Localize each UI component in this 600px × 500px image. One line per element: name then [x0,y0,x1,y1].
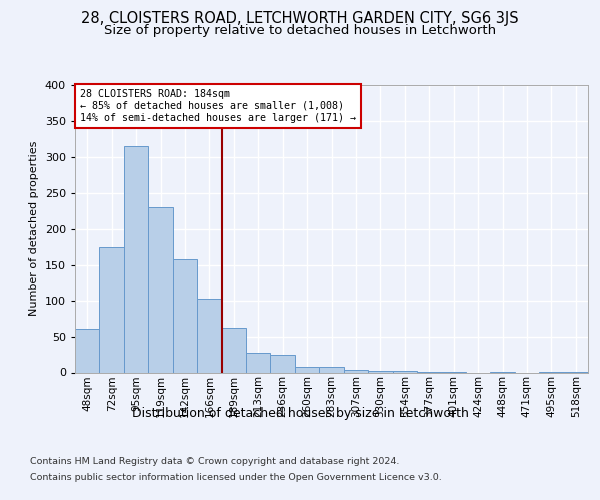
Text: Contains HM Land Registry data © Crown copyright and database right 2024.: Contains HM Land Registry data © Crown c… [30,458,400,466]
Bar [173,259,197,372]
Bar [100,246,124,372]
Bar [392,371,417,372]
Text: Size of property relative to detached houses in Letchworth: Size of property relative to detached ho… [104,24,496,37]
Bar [368,371,392,372]
Bar [319,368,344,372]
Bar [271,354,295,372]
Bar [295,368,319,372]
Bar [221,328,246,372]
Text: 28, CLOISTERS ROAD, LETCHWORTH GARDEN CITY, SG6 3JS: 28, CLOISTERS ROAD, LETCHWORTH GARDEN CI… [81,11,519,26]
Text: 28 CLOISTERS ROAD: 184sqm
← 85% of detached houses are smaller (1,008)
14% of se: 28 CLOISTERS ROAD: 184sqm ← 85% of detac… [80,90,356,122]
Bar [246,353,271,372]
Y-axis label: Number of detached properties: Number of detached properties [29,141,39,316]
Text: Distribution of detached houses by size in Letchworth: Distribution of detached houses by size … [131,408,469,420]
Bar [344,370,368,372]
Bar [124,146,148,372]
Bar [75,330,100,372]
Text: Contains public sector information licensed under the Open Government Licence v3: Contains public sector information licen… [30,472,442,482]
Bar [148,207,173,372]
Bar [197,299,221,372]
